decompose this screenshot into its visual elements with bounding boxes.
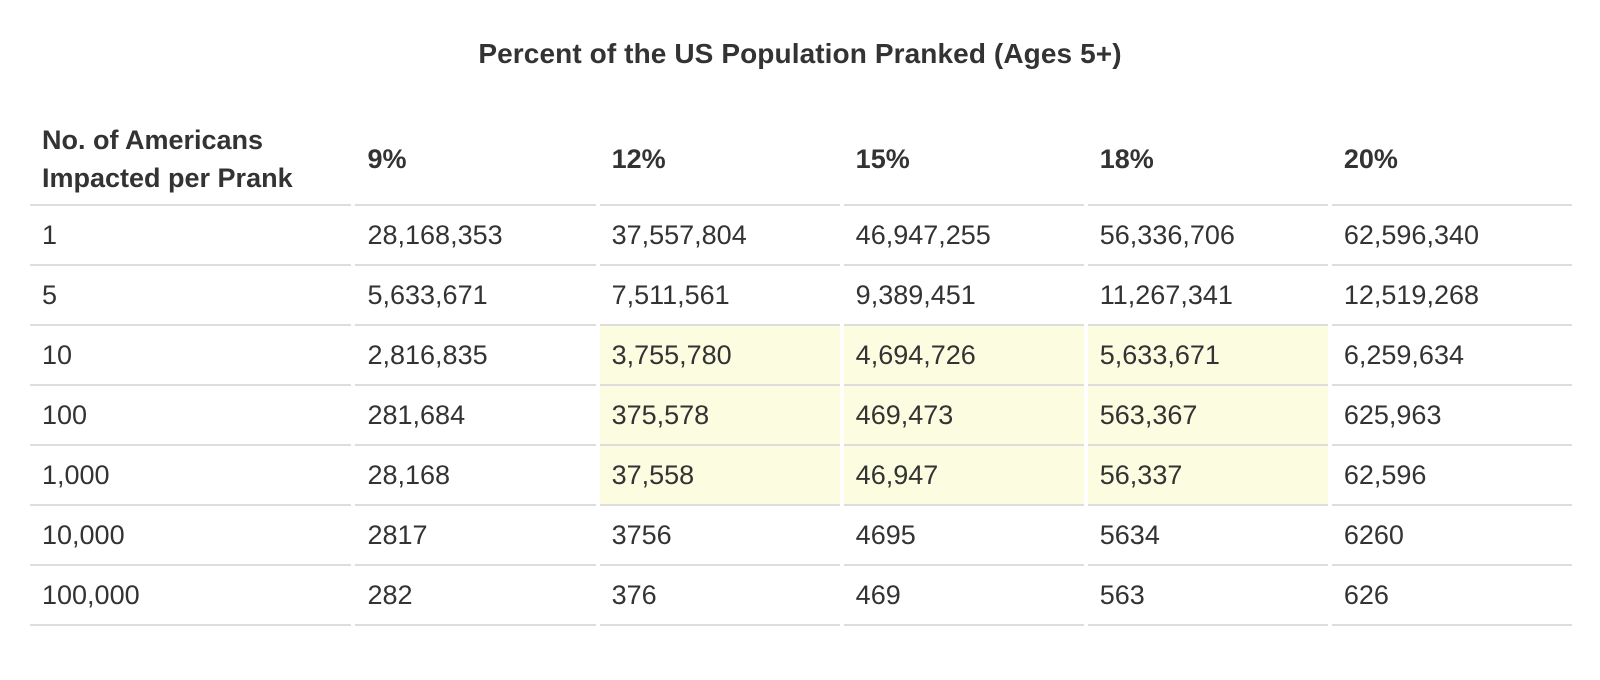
value-cell: 2817 xyxy=(355,506,596,566)
value-cell: 376 xyxy=(599,566,840,626)
value-cell: 5634 xyxy=(1087,506,1328,566)
value-cell: 282 xyxy=(355,566,596,626)
value-cell: 62,596,340 xyxy=(1331,206,1572,266)
column-header: 9% xyxy=(355,114,596,206)
value-cell: 28,168,353 xyxy=(355,206,596,266)
row-label-cell: 1 xyxy=(30,206,352,266)
table-row: 10 2,816,835 3,755,780 4,694,726 5,633,671 6,… xyxy=(30,326,1572,386)
value-cell: 11,267,341 xyxy=(1087,266,1328,326)
value-cell: 469 xyxy=(843,566,1084,626)
row-header-label: No. of Americans Impacted per Prank xyxy=(30,114,352,206)
value-cell: 37,558 xyxy=(599,446,840,506)
value-cell: 626 xyxy=(1331,566,1572,626)
value-cell: 4695 xyxy=(843,506,1084,566)
prank-table: No. of Americans Impacted per Prank 9% 1… xyxy=(26,114,1576,626)
column-header: 20% xyxy=(1331,114,1572,206)
value-cell: 469,473 xyxy=(843,386,1084,446)
header-row: No. of Americans Impacted per Prank 9% 1… xyxy=(30,114,1572,206)
value-cell: 563,367 xyxy=(1087,386,1328,446)
value-cell: 6260 xyxy=(1331,506,1572,566)
value-cell: 56,336,706 xyxy=(1087,206,1328,266)
table-row: 100,000 282 376 469 563 626 xyxy=(30,566,1572,626)
table-row: 5 5,633,671 7,511,561 9,389,451 11,267,341 12… xyxy=(30,266,1572,326)
value-cell: 563 xyxy=(1087,566,1328,626)
row-label-cell: 5 xyxy=(30,266,352,326)
row-label-cell: 1,000 xyxy=(30,446,352,506)
table-row: 100 281,684 375,578 469,473 563,367 625,963 xyxy=(30,386,1572,446)
value-cell: 46,947 xyxy=(843,446,1084,506)
value-cell: 9,389,451 xyxy=(843,266,1084,326)
table-title: Percent of the US Population Pranked (Ag… xyxy=(478,38,1122,69)
row-label-cell: 10,000 xyxy=(30,506,352,566)
value-cell: 2,816,835 xyxy=(355,326,596,386)
row-label-cell: 100 xyxy=(30,386,352,446)
row-label-cell: 100,000 xyxy=(30,566,352,626)
value-cell: 375,578 xyxy=(599,386,840,446)
value-cell: 28,168 xyxy=(355,446,596,506)
value-cell: 46,947,255 xyxy=(843,206,1084,266)
column-header: 18% xyxy=(1087,114,1328,206)
value-cell: 281,684 xyxy=(355,386,596,446)
value-cell: 5,633,671 xyxy=(1087,326,1328,386)
table-row: 1,000 28,168 37,558 46,947 56,337 62,596 xyxy=(30,446,1572,506)
column-header: 12% xyxy=(599,114,840,206)
value-cell: 4,694,726 xyxy=(843,326,1084,386)
column-header: 15% xyxy=(843,114,1084,206)
value-cell: 37,557,804 xyxy=(599,206,840,266)
value-cell: 6,259,634 xyxy=(1331,326,1572,386)
row-label-cell: 10 xyxy=(30,326,352,386)
value-cell: 12,519,268 xyxy=(1331,266,1572,326)
value-cell: 625,963 xyxy=(1331,386,1572,446)
value-cell: 56,337 xyxy=(1087,446,1328,506)
table-row: 1 28,168,353 37,557,804 46,947,255 56,336,70… xyxy=(30,206,1572,266)
value-cell: 3756 xyxy=(599,506,840,566)
value-cell: 62,596 xyxy=(1331,446,1572,506)
value-cell: 7,511,561 xyxy=(599,266,840,326)
value-cell: 3,755,780 xyxy=(599,326,840,386)
table-row: 10,000 2817 3756 4695 5634 6260 xyxy=(30,506,1572,566)
table-body: 1 28,168,353 37,557,804 46,947,255 56,336,70… xyxy=(30,206,1572,626)
value-cell: 5,633,671 xyxy=(355,266,596,326)
